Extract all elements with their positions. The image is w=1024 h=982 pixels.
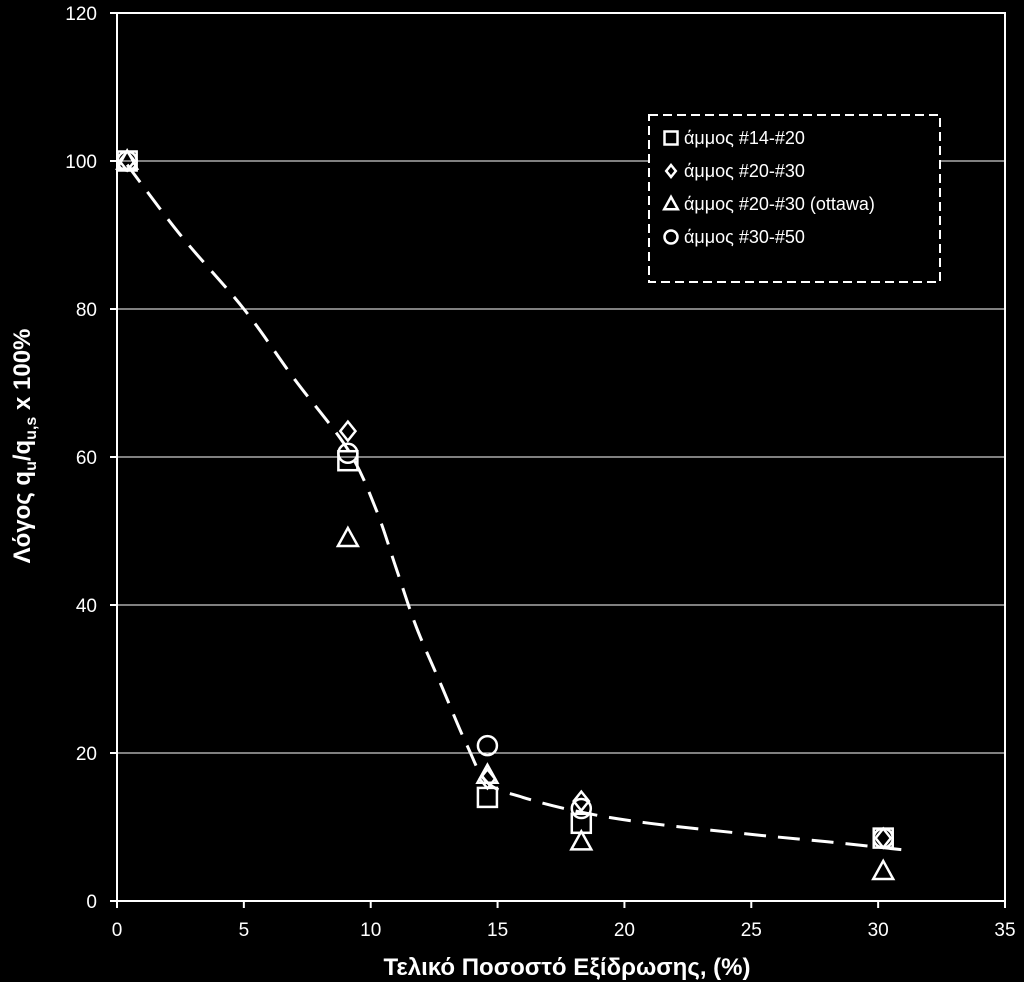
diamond-point bbox=[338, 419, 358, 443]
y-axis-title: Λόγος qu/qu,s x 100% bbox=[9, 329, 40, 564]
diamond-point bbox=[572, 789, 591, 813]
legend-label: άμμος #20-#30 (ottawa) bbox=[684, 194, 875, 214]
legend-square-icon bbox=[663, 130, 679, 146]
x-axis-title: Τελικό Ποσοστό Εξίδρωσης, (%) bbox=[384, 954, 751, 981]
legend: άμμος #14-#20 άμμος #20-#30 άμμος #20-#30 … bbox=[648, 114, 941, 283]
x-tick-label: 15 bbox=[487, 920, 508, 941]
triangle-point bbox=[115, 147, 140, 170]
legend-label: άμμος #30-#50 bbox=[684, 227, 805, 247]
circle-point bbox=[570, 797, 593, 820]
y-tick-label: 120 bbox=[65, 4, 97, 25]
x-tick-label: 30 bbox=[868, 920, 889, 941]
y-axis: 0 20 40 60 80 100 120 bbox=[65, 4, 117, 913]
legend-box bbox=[648, 114, 941, 283]
triangle-point bbox=[335, 525, 360, 548]
legend-label: άμμος #20-#30 bbox=[684, 161, 805, 181]
x-tick-label: 35 bbox=[994, 920, 1015, 941]
trendline bbox=[125, 163, 912, 853]
legend-circle-icon bbox=[663, 229, 679, 245]
legend-label: άμμος #14-#20 bbox=[684, 128, 805, 148]
y-tick-label: 40 bbox=[76, 596, 97, 617]
x-tick-label: 5 bbox=[239, 920, 250, 941]
data-points bbox=[115, 147, 896, 881]
x-tick-label: 20 bbox=[614, 920, 635, 941]
series-circle bbox=[116, 150, 894, 849]
triangle-point bbox=[569, 828, 594, 851]
square-point bbox=[337, 449, 359, 472]
triangle-point bbox=[871, 858, 896, 881]
circle-point bbox=[872, 827, 894, 849]
legend-diamond-icon bbox=[664, 162, 678, 180]
y-tick-label: 80 bbox=[76, 300, 97, 321]
y-tick-label: 0 bbox=[86, 892, 97, 913]
y-tick-label: 60 bbox=[76, 448, 97, 469]
x-tick-label: 25 bbox=[741, 920, 762, 941]
circle-point bbox=[116, 150, 138, 172]
square-point bbox=[476, 786, 499, 809]
series-triangle bbox=[115, 147, 896, 881]
x-axis: 0 5 10 15 20 25 30 35 bbox=[112, 901, 1016, 941]
circle-point bbox=[476, 734, 499, 757]
x-tick-label: 0 bbox=[112, 920, 123, 941]
triangle-point bbox=[475, 762, 500, 785]
y-tick-label: 20 bbox=[76, 744, 97, 765]
y-tick-label: 100 bbox=[65, 152, 97, 173]
circle-point bbox=[337, 442, 359, 465]
legend-triangle-icon bbox=[662, 194, 680, 211]
x-tick-label: 10 bbox=[360, 920, 381, 941]
grid-lines bbox=[117, 160, 1005, 754]
